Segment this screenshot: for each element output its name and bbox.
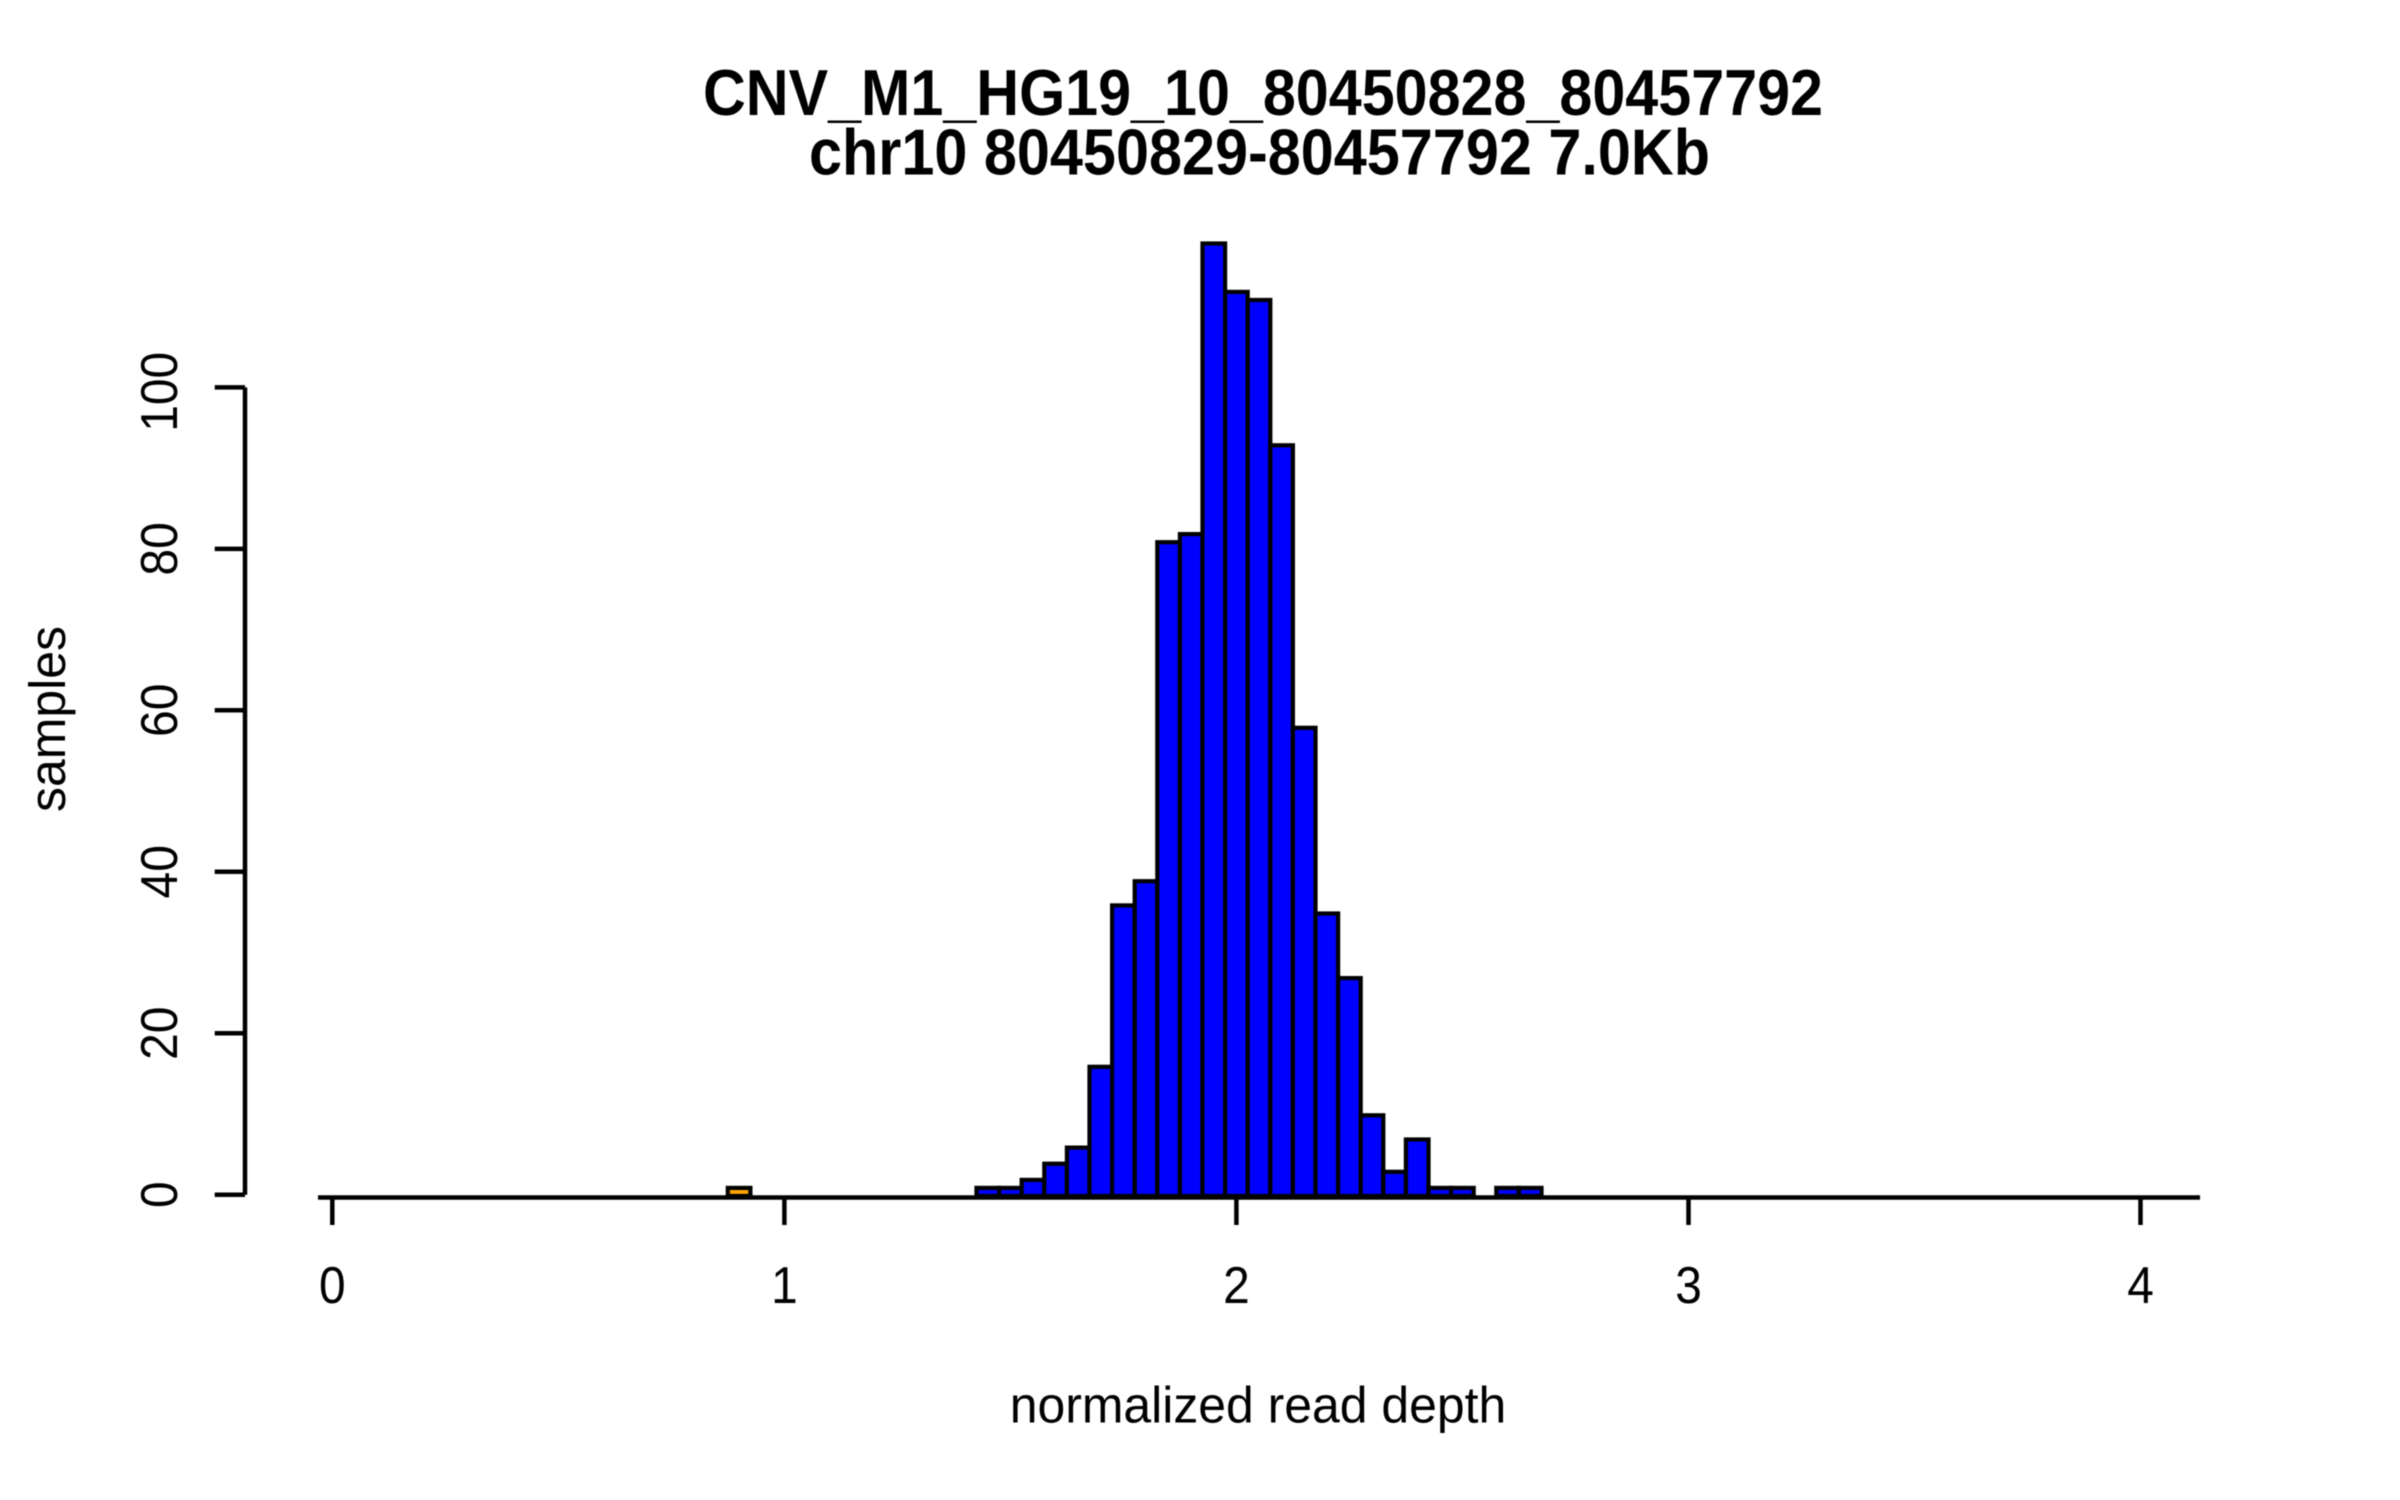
- svg-text:2: 2: [1223, 1257, 1250, 1315]
- svg-text:40: 40: [131, 845, 189, 898]
- svg-text:1: 1: [771, 1257, 798, 1315]
- svg-text:CNV_M1_HG19_10_80450828_804577: CNV_M1_HG19_10_80450828_80457792: [703, 56, 1823, 129]
- svg-text:4: 4: [2127, 1257, 2154, 1315]
- svg-text:0: 0: [319, 1257, 346, 1315]
- svg-text:100: 100: [131, 352, 189, 432]
- svg-text:3: 3: [1675, 1257, 1702, 1315]
- svg-text:0: 0: [131, 1181, 189, 1208]
- svg-text:80: 80: [131, 522, 189, 575]
- svg-text:samples: samples: [19, 626, 76, 812]
- svg-text:chr10 80450829-80457792 7.0Kb: chr10 80450829-80457792 7.0Kb: [809, 116, 1710, 189]
- svg-text:normalized read depth: normalized read depth: [1010, 1377, 1507, 1434]
- svg-text:60: 60: [131, 684, 189, 737]
- svg-text:20: 20: [131, 1006, 189, 1059]
